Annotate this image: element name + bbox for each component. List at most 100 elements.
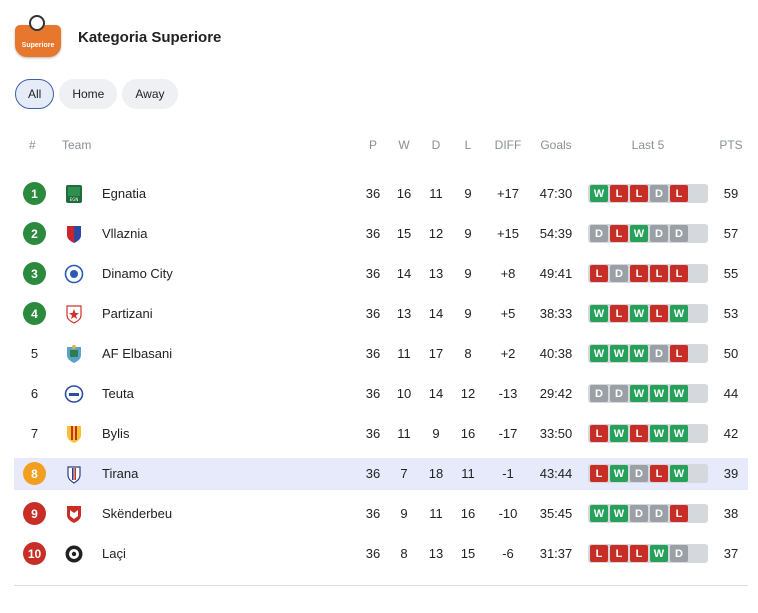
form-pill: W <box>670 305 688 322</box>
partizani-crest-icon <box>64 304 84 324</box>
cell-l: 9 <box>464 186 472 201</box>
table-row[interactable]: 7 Bylis 36 11 9 16 -17 33:50 L W L W W 42 <box>14 418 748 450</box>
cell-goals: 38:33 <box>539 306 573 321</box>
cell-p: 36 <box>365 506 381 521</box>
table-row[interactable]: 9 Skënderbeu 36 9 11 16 -10 35:45 W W D D L 38 <box>14 498 748 530</box>
cell-d: 17 <box>428 346 444 361</box>
team-name[interactable]: Dinamo City <box>102 266 173 281</box>
cell-d: 14 <box>428 306 444 321</box>
col-drawn[interactable]: D <box>431 138 441 152</box>
ball-icon <box>29 15 45 31</box>
cell-pts: 42 <box>723 426 739 441</box>
team-name[interactable]: Skënderbeu <box>102 506 173 521</box>
cell-l: 9 <box>464 226 472 241</box>
col-rank[interactable]: # <box>29 138 36 152</box>
cell-pts: 59 <box>723 186 739 201</box>
cell-pts: 55 <box>723 266 739 281</box>
team-name[interactable]: Egnatia <box>102 186 147 201</box>
filter-all-button[interactable]: All <box>15 79 55 109</box>
cell-p: 36 <box>365 546 381 561</box>
rank-badge: 5 <box>30 346 39 361</box>
rank-badge: 1 <box>23 182 46 205</box>
team-name[interactable]: Partizani <box>102 306 153 321</box>
col-pts[interactable]: PTS <box>719 138 743 152</box>
form-pill: W <box>610 345 628 362</box>
table-row[interactable]: 4 Partizani 36 13 14 9 +5 38:33 W L W L W 53 <box>14 298 748 330</box>
af-elbasani-crest-icon <box>64 344 84 364</box>
form-pill: L <box>650 305 668 322</box>
form-pill: L <box>610 185 628 202</box>
cell-d: 14 <box>428 386 444 401</box>
form-pill: W <box>650 425 668 442</box>
col-team[interactable]: Team <box>62 138 92 152</box>
cell-w: 7 <box>400 466 408 481</box>
cell-w: 11 <box>397 426 411 441</box>
table-row[interactable]: 6 Teuta 36 10 14 12 -13 29:42 D D W W W 44 <box>14 378 748 410</box>
cell-l: 9 <box>464 306 472 321</box>
cell-p: 36 <box>365 226 381 241</box>
form-pill: W <box>590 305 608 322</box>
form-pill: W <box>630 345 648 362</box>
page-header: Superiore Kategoria Superiore <box>14 14 221 60</box>
dinamo-city-crest-icon <box>64 264 84 284</box>
cell-diff: +2 <box>500 346 516 361</box>
cell-d: 11 <box>429 506 443 521</box>
col-played[interactable]: P <box>368 138 377 152</box>
rank-badge: 10 <box>23 542 46 565</box>
form-pill: W <box>670 385 688 402</box>
cell-d: 9 <box>432 426 440 441</box>
team-name[interactable]: Bylis <box>102 426 130 441</box>
form-pill: D <box>650 505 668 522</box>
team-name[interactable]: Vllaznia <box>102 226 148 241</box>
form-pill: L <box>590 425 608 442</box>
team-name[interactable]: Tirana <box>102 466 139 481</box>
cell-w: 15 <box>396 226 412 241</box>
rank-badge: 3 <box>23 262 46 285</box>
table-header: # Team P W D L DIFF Goals Last 5 PTS <box>14 130 748 160</box>
rank-badge: 4 <box>23 302 46 325</box>
cell-goals: 49:41 <box>539 266 573 281</box>
cell-pts: 37 <box>723 546 739 561</box>
table-row[interactable]: 3 Dinamo City 36 14 13 9 +8 49:41 L D L L L 55 <box>14 258 748 290</box>
tirana-crest-icon <box>64 464 84 484</box>
cell-w: 14 <box>396 266 412 281</box>
filter-home-button[interactable]: Home <box>59 79 118 109</box>
league-logo: Superiore <box>14 15 62 59</box>
form-pill: D <box>650 345 668 362</box>
cell-pts: 53 <box>723 306 739 321</box>
col-won[interactable]: W <box>398 138 410 152</box>
table-row[interactable]: 1 EGN Egnatia 36 16 11 9 +17 47:30 W L L D L 59 <box>14 178 748 210</box>
cell-diff: -1 <box>502 466 514 481</box>
table-row[interactable]: 8 Tirana 36 7 18 11 -1 43:44 L W D L W 39 <box>14 458 748 490</box>
cell-p: 36 <box>365 386 381 401</box>
filter-away-button[interactable]: Away <box>122 79 178 109</box>
cell-d: 12 <box>428 226 444 241</box>
table-row[interactable]: 5 AF Elbasani 36 11 17 8 +2 40:38 W W W D L 50 <box>14 338 748 370</box>
team-name[interactable]: Laçi <box>102 546 126 561</box>
table-row[interactable]: 10 Laçi 36 8 13 15 -6 31:37 L L L W D 37 <box>14 538 748 570</box>
form-pill: D <box>670 545 688 562</box>
form-pill: D <box>590 225 608 242</box>
col-diff[interactable]: DIFF <box>494 138 522 152</box>
col-lost[interactable]: L <box>464 138 472 152</box>
form-pill: D <box>590 385 608 402</box>
col-goals[interactable]: Goals <box>540 138 572 152</box>
rank-badge: 9 <box>23 502 46 525</box>
cell-w: 10 <box>396 386 412 401</box>
cell-p: 36 <box>365 466 381 481</box>
svg-text:EGN: EGN <box>70 197 79 202</box>
cell-d: 11 <box>429 186 443 201</box>
team-name[interactable]: AF Elbasani <box>102 346 173 361</box>
form-pill: L <box>650 465 668 482</box>
cell-l: 8 <box>464 346 472 361</box>
rank-badge: 7 <box>30 426 39 441</box>
table-row[interactable]: 2 Vllaznia 36 15 12 9 +15 54:39 D L W D D 57 <box>14 218 748 250</box>
cell-goals: 35:45 <box>539 506 573 521</box>
form-pill: L <box>670 505 688 522</box>
team-name[interactable]: Teuta <box>102 386 134 401</box>
cell-goals: 33:50 <box>539 426 573 441</box>
